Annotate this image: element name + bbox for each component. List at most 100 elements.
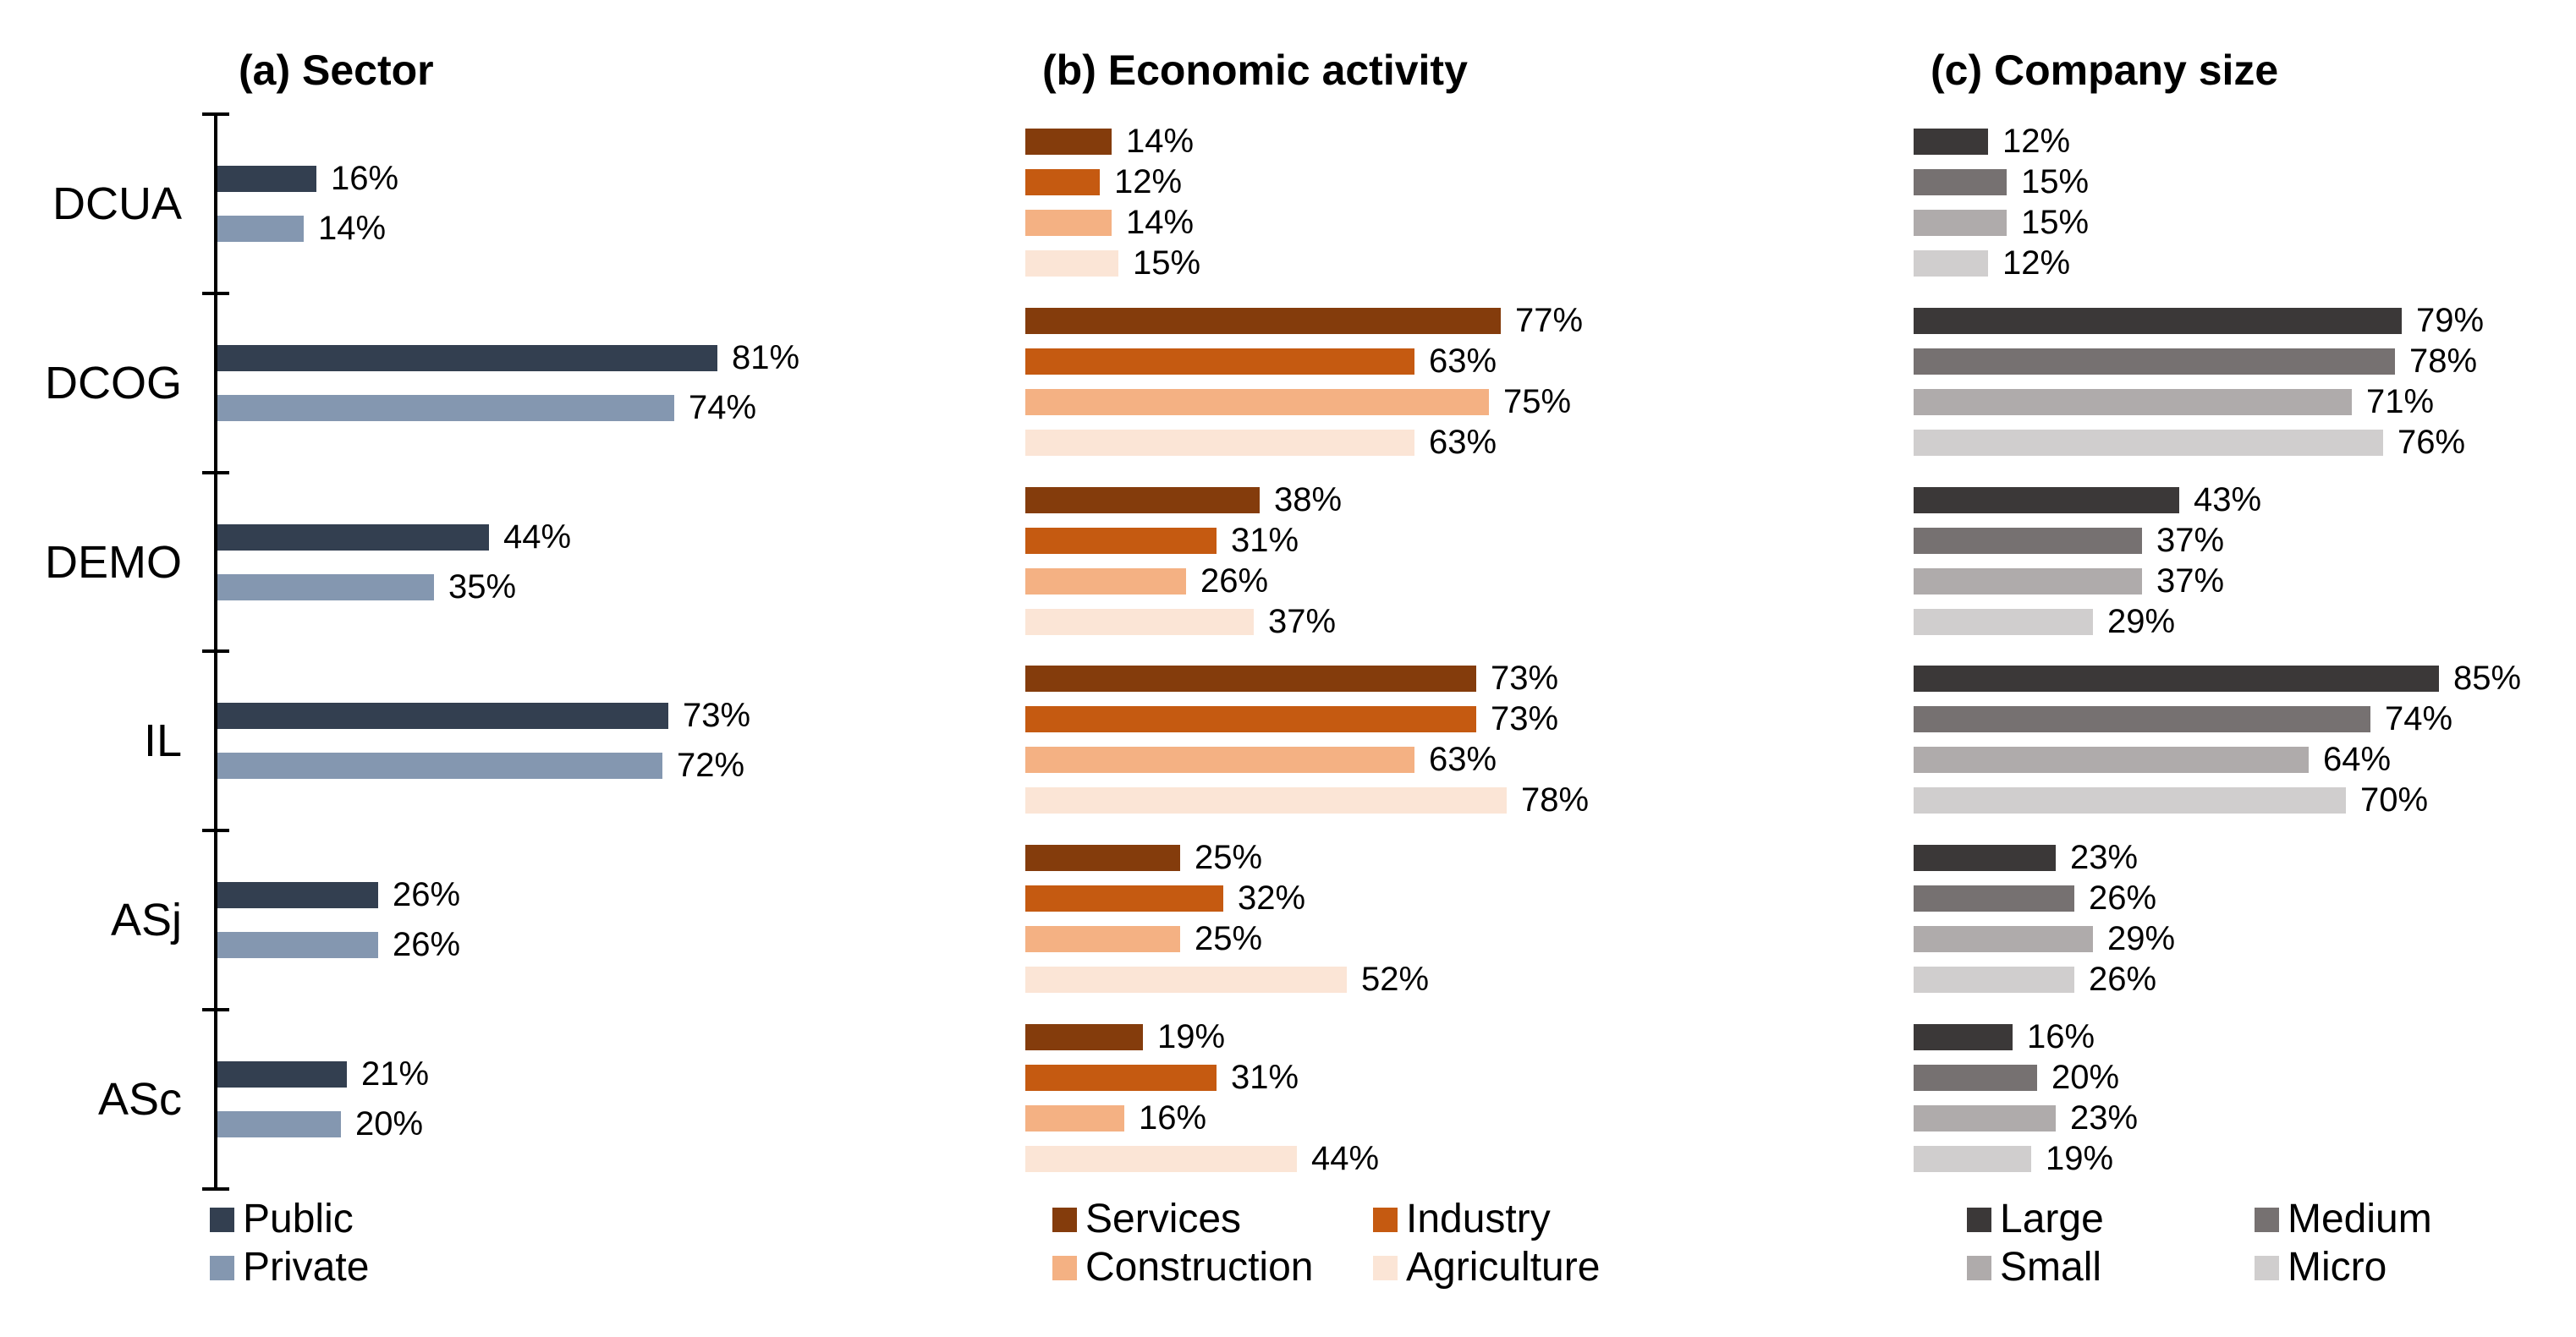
bar [1025,1146,1297,1172]
bar-value-label: 37% [2156,562,2225,600]
legend-swatch [1052,1208,1077,1232]
bar-value-label: 77% [1515,302,1584,339]
bar [1025,1024,1143,1050]
legend-swatch [1967,1256,1991,1280]
category-label: DEMO [45,537,182,588]
bar [1914,1146,2031,1172]
bar-value-label: 12% [1114,163,1183,200]
axis-tick [202,829,229,832]
bar-value-label: 81% [732,339,800,376]
bar [1914,885,2074,912]
bar [1025,787,1507,814]
bar [1025,609,1254,635]
bar-value-label: 44% [1311,1140,1380,1177]
category-label: ASc [97,1074,182,1125]
bar-value-label: 14% [318,210,387,247]
bar-value-label: 20% [355,1105,424,1142]
bar [1914,845,2056,871]
bar [1914,787,2346,814]
bar [1025,747,1414,773]
legend-swatch [1373,1256,1398,1280]
bar-value-label: 43% [2194,481,2262,518]
bar-value-label: 12% [2002,244,2071,282]
bar-value-label: 52% [1361,961,1430,998]
bar-value-label: 15% [1133,244,1201,282]
y-axis [214,114,217,1189]
bar-value-label: 26% [1200,562,1269,600]
bar-value-label: 73% [1491,660,1559,697]
bar-value-label: 26% [2089,961,2157,998]
legend-swatch [1967,1208,1991,1232]
bar [217,524,489,551]
bar-value-label: 64% [2323,741,2392,778]
bar [1025,528,1217,554]
bar-value-label: 16% [2027,1018,2095,1055]
bar [217,882,378,908]
bar [1914,568,2142,595]
bar [1025,308,1501,334]
bar-value-label: 38% [1274,481,1343,518]
bar [1025,430,1414,456]
bar-value-label: 26% [393,876,461,913]
bar [1025,487,1260,513]
bar-value-label: 16% [1139,1099,1207,1137]
bar-value-label: 26% [393,926,461,963]
legend-swatch [2255,1208,2279,1232]
legend-swatch [1373,1208,1398,1232]
bar [1914,169,2007,195]
bar [217,574,434,600]
bar-value-label: 63% [1429,342,1497,380]
bar-value-label: 76% [2397,424,2466,461]
bar [1914,389,2352,415]
bar-value-label: 35% [448,568,517,605]
bar-value-label: 14% [1126,123,1195,160]
bar [1914,308,2402,334]
bar-value-label: 78% [2409,342,2478,380]
bar-value-label: 31% [1231,522,1299,559]
bar-value-label: 78% [1521,781,1590,819]
legend-label: Agriculture [1406,1245,1601,1290]
bar-value-label: 16% [331,160,399,197]
bar [1914,210,2007,236]
bar-value-label: 21% [361,1055,430,1093]
bar [1914,747,2309,773]
legend-label: Construction [1085,1245,1314,1290]
bar-value-label: 79% [2416,302,2485,339]
bar [1914,129,1988,155]
bar [1025,666,1476,692]
bar [1914,487,2179,513]
bar [1914,1105,2056,1132]
bar [1025,706,1476,732]
bar [1914,926,2093,952]
axis-tick [202,649,229,653]
bar [1025,885,1223,912]
bar-value-label: 73% [1491,700,1559,737]
bar-value-label: 74% [2385,700,2453,737]
bar [1914,609,2093,635]
category-label: DCOG [45,358,182,408]
bar-value-label: 71% [2366,383,2435,420]
bar-value-label: 25% [1195,920,1263,957]
legend-label: Large [2000,1197,2104,1241]
bar-value-label: 19% [1157,1018,1226,1055]
bar [217,395,674,421]
bar-value-label: 29% [2107,603,2176,640]
axis-tick [202,112,229,116]
legend-swatch [1052,1256,1077,1280]
category-label: IL [143,715,182,766]
bar [1914,967,2074,993]
legend-swatch [210,1256,234,1280]
bar-value-label: 32% [1238,879,1306,917]
bar-value-label: 37% [2156,522,2225,559]
bar-value-label: 12% [2002,123,2071,160]
bar [1025,926,1180,952]
panel-title: (b) Economic activity [1042,47,1468,94]
bar [1025,1065,1217,1091]
bar [1025,210,1112,236]
bar-value-label: 44% [503,518,572,556]
bar [1914,348,2395,375]
legend-label: Small [2000,1245,2102,1290]
bar [1025,129,1112,155]
